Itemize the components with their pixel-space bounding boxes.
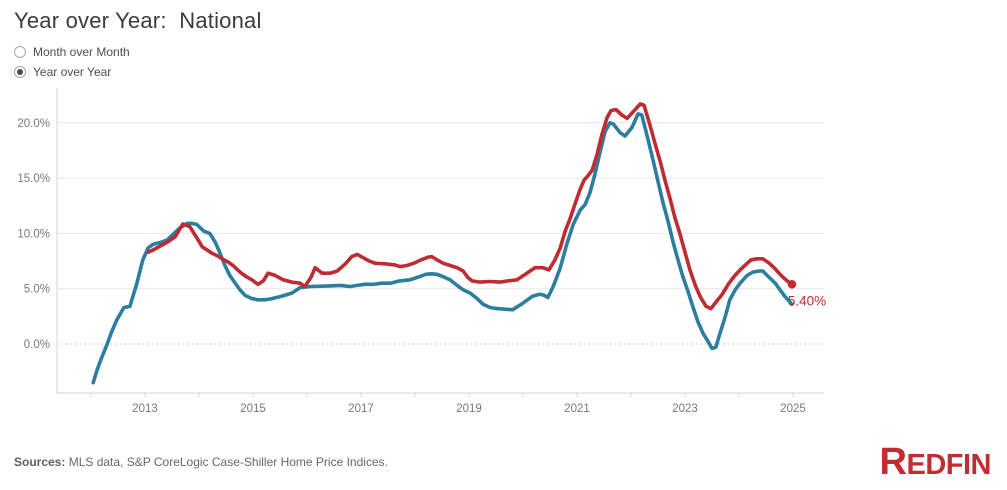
y-axis-tick-label: 10.0% [17, 228, 50, 240]
redfin-logo: REDFIN [879, 441, 992, 483]
x-axis-tick-label: 2019 [456, 403, 482, 415]
x-axis-tick-label: 2017 [348, 403, 374, 415]
sources-label: Sources: [14, 455, 66, 469]
x-axis-tick-label: 2021 [564, 403, 590, 415]
blue-line[interactable] [91, 112, 794, 385]
radio-option-month-over-month[interactable]: Month over Month [14, 42, 130, 62]
radio-label: Year over Year [33, 65, 112, 79]
x-axis-tick-label: 2013 [132, 403, 158, 415]
y-axis-tick-label: 20.0% [17, 118, 50, 130]
sources-text: MLS data, S&P CoreLogic Case-Shiller Hom… [65, 455, 388, 469]
radio-option-year-over-year[interactable]: Year over Year [14, 62, 130, 82]
radio-unselected-icon [14, 46, 26, 58]
x-axis-tick-label: 2015 [240, 403, 266, 415]
red-line[interactable] [146, 102, 794, 311]
last-value-label: 5.40% [788, 293, 826, 308]
red-line-end-dot[interactable] [787, 279, 797, 289]
y-axis-tick-label: 0.0% [24, 339, 50, 351]
radio-selected-icon [14, 66, 26, 78]
sources-note: Sources: MLS data, S&P CoreLogic Case-Sh… [14, 455, 388, 469]
metric-radio-group: Month over Month Year over Year [14, 42, 130, 82]
page-title: Year over Year: National [14, 8, 262, 33]
radio-label: Month over Month [33, 45, 130, 59]
y-axis-tick-label: 5.0% [24, 284, 50, 296]
y-axis-tick-label: 15.0% [17, 173, 50, 185]
x-axis-tick-label: 2025 [780, 403, 806, 415]
x-axis-tick-label: 2023 [672, 403, 698, 415]
